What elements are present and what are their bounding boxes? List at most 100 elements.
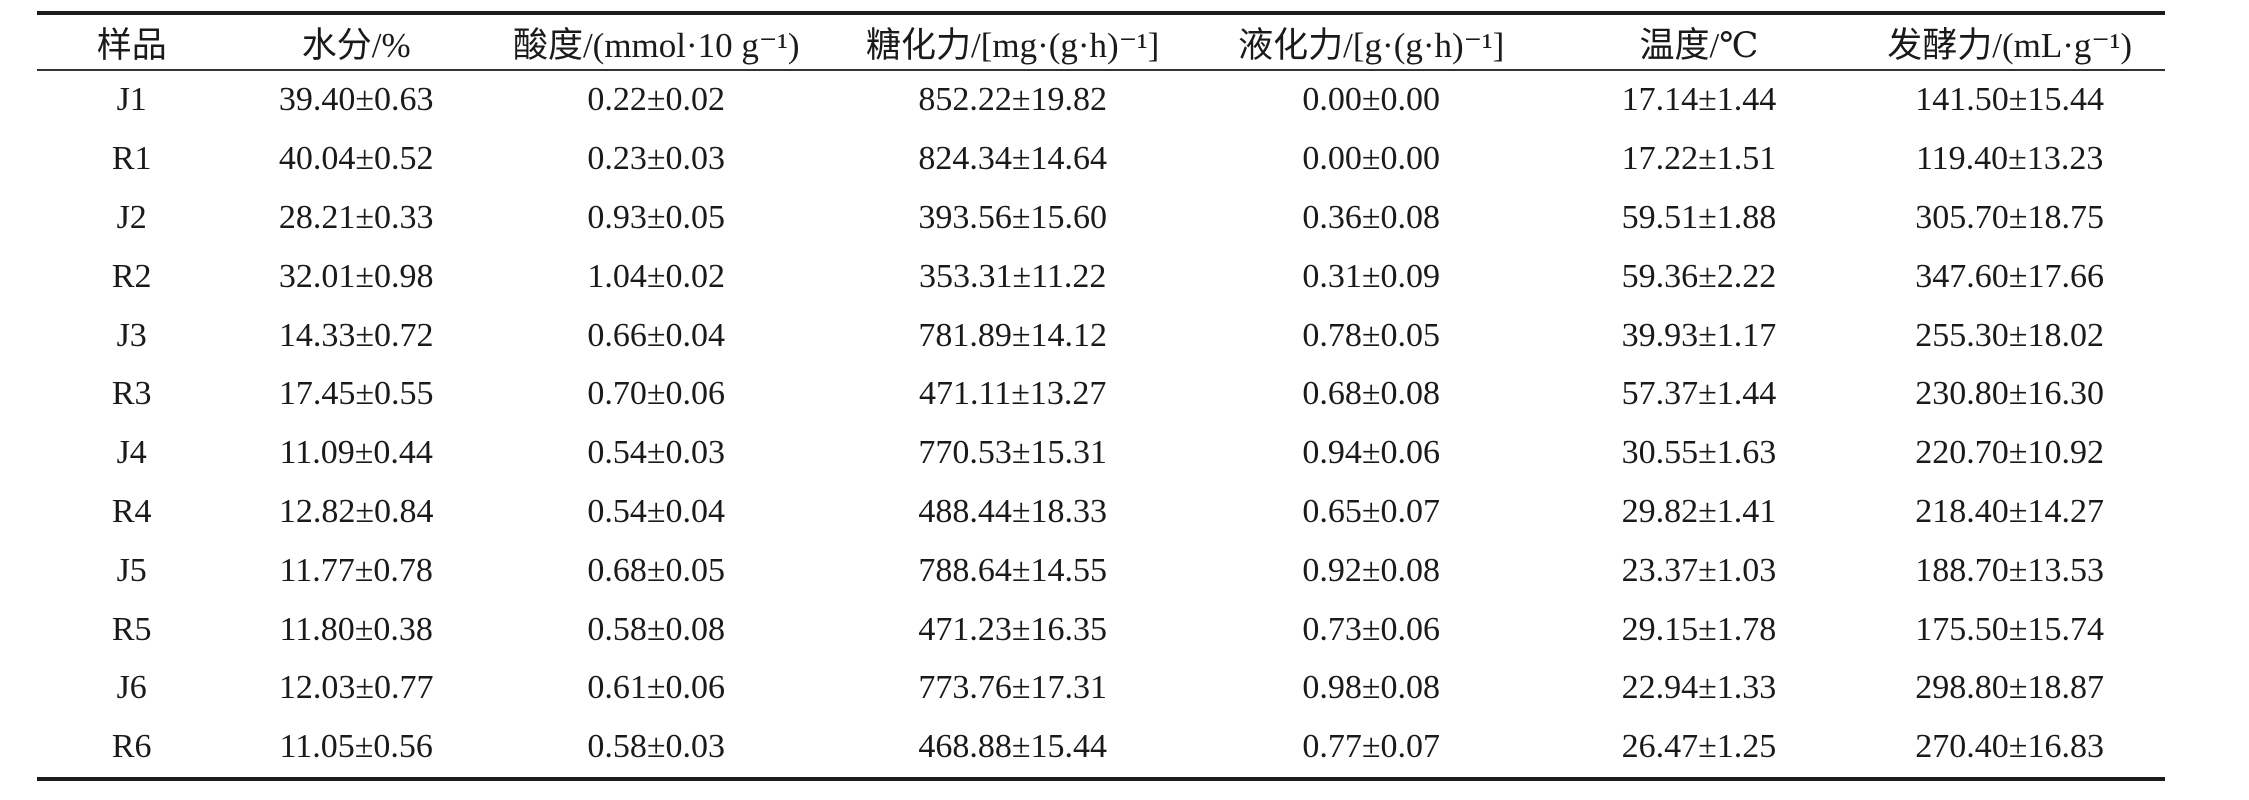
value-cell: 11.80±0.38: [279, 610, 433, 648]
value-cell: 0.93±0.05: [587, 198, 726, 236]
value-cell: 0.61±0.06: [587, 669, 726, 707]
table-row: J4 11.09±0.44 0.54±0.03 770.53±15.31 0.9…: [37, 424, 2165, 483]
value-cell: 29.15±1.78: [1621, 610, 1777, 648]
value-cell: 468.88±15.44: [918, 728, 1107, 766]
value-cell: 39.40±0.63: [278, 81, 434, 119]
value-cell: 0.77±0.07: [1302, 728, 1441, 766]
value-cell: 0.22±0.02: [587, 81, 726, 119]
header-cell-temperature: 温度/℃: [1543, 13, 1855, 71]
value-cell: 0.98±0.08: [1302, 669, 1441, 707]
header-cell-liquefying-power: 液化力/[g·(g·h)⁻¹]: [1198, 13, 1544, 71]
value-cell: 773.76±17.31: [918, 669, 1107, 707]
value-cell: 0.68±0.08: [1302, 375, 1441, 413]
table-row: J3 14.33±0.72 0.66±0.04 781.89±14.12 0.7…: [37, 306, 2165, 365]
sample-cell: J3: [116, 316, 147, 354]
value-cell: 393.56±15.60: [918, 198, 1107, 236]
value-cell: 0.58±0.08: [587, 610, 726, 648]
value-cell: 347.60±17.66: [1915, 257, 2104, 295]
sample-cell: R5: [111, 610, 152, 648]
sample-cell: J6: [116, 669, 147, 707]
value-cell: 0.70±0.06: [587, 375, 726, 413]
sample-cell: R2: [111, 257, 152, 295]
value-cell: 28.21±0.33: [278, 198, 434, 236]
table-row: R4 12.82±0.84 0.54±0.04 488.44±18.33 0.6…: [37, 483, 2165, 542]
value-cell: 781.89±14.12: [918, 316, 1107, 354]
table-row: R1 40.04±0.52 0.23±0.03 824.34±14.64 0.0…: [37, 130, 2165, 189]
header-cell-moisture: 水分/%: [226, 13, 486, 71]
value-cell: 255.30±18.02: [1915, 316, 2104, 354]
value-cell: 0.66±0.04: [587, 316, 726, 354]
value-cell: 39.93±1.17: [1621, 316, 1777, 354]
table-row: R2 32.01±0.98 1.04±0.02 353.31±11.22 0.3…: [37, 247, 2165, 306]
value-cell: 0.54±0.03: [587, 434, 726, 472]
sample-cell: J2: [116, 198, 147, 236]
sample-cell: J5: [116, 551, 147, 589]
value-cell: 298.80±18.87: [1915, 669, 2104, 707]
value-cell: 141.50±15.44: [1915, 81, 2104, 119]
value-cell: 0.65±0.07: [1302, 492, 1441, 530]
value-cell: 220.70±10.92: [1915, 434, 2104, 472]
sample-cell: J4: [116, 434, 147, 472]
value-cell: 0.36±0.08: [1302, 198, 1441, 236]
value-cell: 0.00±0.00: [1302, 81, 1441, 119]
header-cell-sample: 样品: [37, 13, 227, 71]
value-cell: 14.33±0.72: [278, 316, 434, 354]
value-cell: 11.77±0.78: [279, 551, 433, 589]
sample-cell: R1: [111, 140, 152, 178]
value-cell: 59.51±1.88: [1621, 198, 1777, 236]
value-cell: 40.04±0.52: [278, 140, 434, 178]
table-row: J1 39.40±0.63 0.22±0.02 852.22±19.82 0.0…: [37, 70, 2165, 130]
value-cell: 12.03±0.77: [278, 669, 434, 707]
value-cell: 0.92±0.08: [1302, 551, 1441, 589]
value-cell: 59.36±2.22: [1621, 257, 1777, 295]
value-cell: 305.70±18.75: [1915, 198, 2104, 236]
header-cell-saccharifying-power: 糖化力/[mg·(g·h)⁻¹]: [826, 13, 1199, 71]
sample-cell: R3: [111, 375, 152, 413]
sample-cell: R6: [111, 728, 152, 766]
value-cell: 471.23±16.35: [918, 610, 1107, 648]
table-row: R3 17.45±0.55 0.70±0.06 471.11±13.27 0.6…: [37, 365, 2165, 424]
value-cell: 824.34±14.64: [918, 140, 1107, 178]
value-cell: 852.22±19.82: [918, 81, 1107, 119]
value-cell: 188.70±13.53: [1915, 551, 2104, 589]
value-cell: 29.82±1.41: [1621, 492, 1777, 530]
value-cell: 0.94±0.06: [1302, 434, 1441, 472]
value-cell: 0.78±0.05: [1302, 316, 1441, 354]
sample-cell: R4: [111, 492, 152, 530]
value-cell: 770.53±15.31: [918, 434, 1107, 472]
value-cell: 1.04±0.02: [587, 257, 726, 295]
value-cell: 119.40±13.23: [1915, 140, 2104, 178]
value-cell: 0.68±0.05: [587, 551, 726, 589]
header-cell-fermenting-power: 发酵力/(mL·g⁻¹): [1854, 13, 2165, 71]
table-row: J5 11.77±0.78 0.68±0.05 788.64±14.55 0.9…: [37, 541, 2165, 600]
value-cell: 17.45±0.55: [278, 375, 434, 413]
header-row: 样品 水分/% 酸度/(mmol·10 g⁻¹) 糖化力/[mg·(g·h)⁻¹…: [37, 13, 2165, 71]
value-cell: 0.31±0.09: [1302, 257, 1441, 295]
value-cell: 23.37±1.03: [1621, 551, 1777, 589]
value-cell: 17.14±1.44: [1621, 81, 1777, 119]
value-cell: 30.55±1.63: [1621, 434, 1777, 472]
table-container: 样品 水分/% 酸度/(mmol·10 g⁻¹) 糖化力/[mg·(g·h)⁻¹…: [37, 11, 2165, 781]
table-row: J2 28.21±0.33 0.93±0.05 393.56±15.60 0.3…: [37, 189, 2165, 248]
value-cell: 353.31±11.22: [918, 257, 1107, 295]
table-row: R6 11.05±0.56 0.58±0.03 468.88±15.44 0.7…: [37, 718, 2165, 779]
value-cell: 270.40±16.83: [1915, 728, 2104, 766]
value-cell: 12.82±0.84: [278, 492, 434, 530]
value-cell: 26.47±1.25: [1621, 728, 1777, 766]
sample-cell: J1: [116, 81, 147, 119]
value-cell: 57.37±1.44: [1621, 375, 1777, 413]
value-cell: 17.22±1.51: [1621, 140, 1777, 178]
value-cell: 11.05±0.56: [279, 728, 433, 766]
value-cell: 488.44±18.33: [918, 492, 1107, 530]
value-cell: 788.64±14.55: [918, 551, 1107, 589]
value-cell: 230.80±16.30: [1915, 375, 2104, 413]
table-row: J6 12.03±0.77 0.61±0.06 773.76±17.31 0.9…: [37, 659, 2165, 718]
value-cell: 0.73±0.06: [1302, 610, 1441, 648]
header-cell-acidity: 酸度/(mmol·10 g⁻¹): [486, 13, 827, 71]
value-cell: 218.40±14.27: [1915, 492, 2104, 530]
table-row: R5 11.80±0.38 0.58±0.08 471.23±16.35 0.7…: [37, 600, 2165, 659]
value-cell: 22.94±1.33: [1621, 669, 1777, 707]
value-cell: 32.01±0.98: [278, 257, 434, 295]
value-cell: 11.09±0.44: [279, 434, 433, 472]
sample-quality-table: 样品 水分/% 酸度/(mmol·10 g⁻¹) 糖化力/[mg·(g·h)⁻¹…: [37, 11, 2165, 781]
